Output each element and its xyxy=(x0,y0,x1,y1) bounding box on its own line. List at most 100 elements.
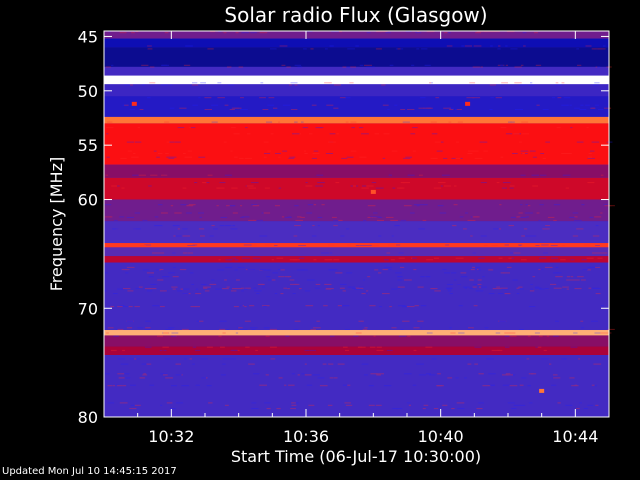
texture-speck xyxy=(350,150,357,152)
texture-speck xyxy=(245,185,251,187)
texture-speck xyxy=(361,363,369,365)
texture-speck xyxy=(533,32,538,34)
texture-speck xyxy=(316,320,320,322)
texture-speck xyxy=(163,174,168,176)
texture-speck xyxy=(551,257,559,259)
texture-speck xyxy=(532,156,537,158)
texture-speck xyxy=(254,290,262,292)
texture-speck xyxy=(261,212,268,214)
texture-speck xyxy=(500,287,508,289)
texture-speck xyxy=(108,31,111,33)
texture-speck xyxy=(232,225,235,227)
texture-speck xyxy=(410,133,416,135)
texture-speck xyxy=(206,346,213,348)
texture-speck xyxy=(259,219,263,221)
texture-speck xyxy=(397,279,403,281)
texture-speck xyxy=(125,272,129,274)
texture-speck xyxy=(510,216,516,218)
texture-speck xyxy=(370,216,373,218)
texture-speck xyxy=(513,133,520,135)
texture-speck xyxy=(350,121,357,123)
texture-speck xyxy=(132,174,139,176)
texture-speck xyxy=(264,402,271,404)
texture-speck xyxy=(545,288,549,290)
texture-speck xyxy=(508,121,512,123)
texture-speck xyxy=(182,228,188,230)
texture-speck xyxy=(143,373,147,375)
texture-speck xyxy=(126,266,135,268)
texture-speck xyxy=(351,127,355,129)
plot-frame xyxy=(103,30,610,418)
texture-speck xyxy=(527,335,531,337)
texture-speck xyxy=(259,235,268,237)
texture-speck xyxy=(562,174,571,176)
texture-speck xyxy=(238,327,243,329)
texture-speck xyxy=(391,150,398,152)
texture-speck xyxy=(114,185,120,187)
texture-speck xyxy=(187,252,193,254)
texture-speck xyxy=(272,272,279,274)
texture-speck xyxy=(468,150,472,152)
texture-speck xyxy=(107,327,114,329)
texture-speck xyxy=(292,133,300,135)
texture-speck xyxy=(302,127,309,129)
texture-speck xyxy=(412,384,417,386)
texture-speck xyxy=(552,97,556,99)
texture-speck xyxy=(278,121,281,123)
texture-speck xyxy=(328,288,331,290)
texture-speck xyxy=(248,219,255,221)
texture-speck xyxy=(592,252,598,254)
texture-speck xyxy=(111,349,117,351)
texture-speck xyxy=(555,82,559,84)
texture-speck xyxy=(252,257,261,259)
texture-speck xyxy=(240,216,245,218)
texture-speck xyxy=(108,121,113,123)
texture-speck xyxy=(249,244,257,246)
texture-speck xyxy=(251,402,257,404)
texture-speck xyxy=(376,373,384,375)
texture-speck xyxy=(484,327,489,329)
texture-speck xyxy=(259,384,267,386)
texture-speck xyxy=(369,346,376,348)
texture-speck xyxy=(303,48,307,50)
texture-speck xyxy=(557,97,562,99)
texture-speck xyxy=(580,320,584,322)
texture-speck xyxy=(586,269,591,271)
frequency-band-15 xyxy=(104,256,609,263)
texture-speck xyxy=(161,64,168,66)
texture-speck xyxy=(553,374,558,376)
texture-speck xyxy=(175,374,182,376)
texture-speck xyxy=(595,404,599,406)
texture-speck xyxy=(267,104,275,106)
texture-speck xyxy=(565,187,569,189)
texture-speck xyxy=(269,328,277,330)
texture-speck xyxy=(137,127,140,129)
texture-speck xyxy=(211,279,215,281)
texture-speck xyxy=(591,384,595,386)
texture-speck xyxy=(105,66,111,68)
texture-speck xyxy=(475,32,481,34)
texture-speck xyxy=(172,225,180,227)
texture-speck xyxy=(470,216,475,218)
texture-speck xyxy=(525,212,533,214)
texture-speck xyxy=(112,293,118,295)
texture-speck xyxy=(118,377,125,379)
texture-speck xyxy=(519,328,525,330)
texture-speck xyxy=(304,349,310,351)
y-axis: 45 50 55 60 70 80 xyxy=(78,27,609,427)
texture-speck xyxy=(323,305,328,307)
texture-speck xyxy=(402,306,409,308)
texture-speck xyxy=(120,157,127,159)
texture-speck xyxy=(204,290,210,292)
texture-speck xyxy=(561,153,566,154)
texture-speck xyxy=(328,82,332,84)
texture-speck xyxy=(120,363,129,365)
texture-speck xyxy=(538,269,541,271)
texture-speck xyxy=(324,82,330,84)
texture-speck xyxy=(555,272,562,274)
texture-speck xyxy=(288,157,295,159)
texture-speck xyxy=(307,204,314,206)
texture-speck xyxy=(421,48,428,50)
texture-speck xyxy=(455,109,460,110)
texture-speck xyxy=(232,212,238,214)
